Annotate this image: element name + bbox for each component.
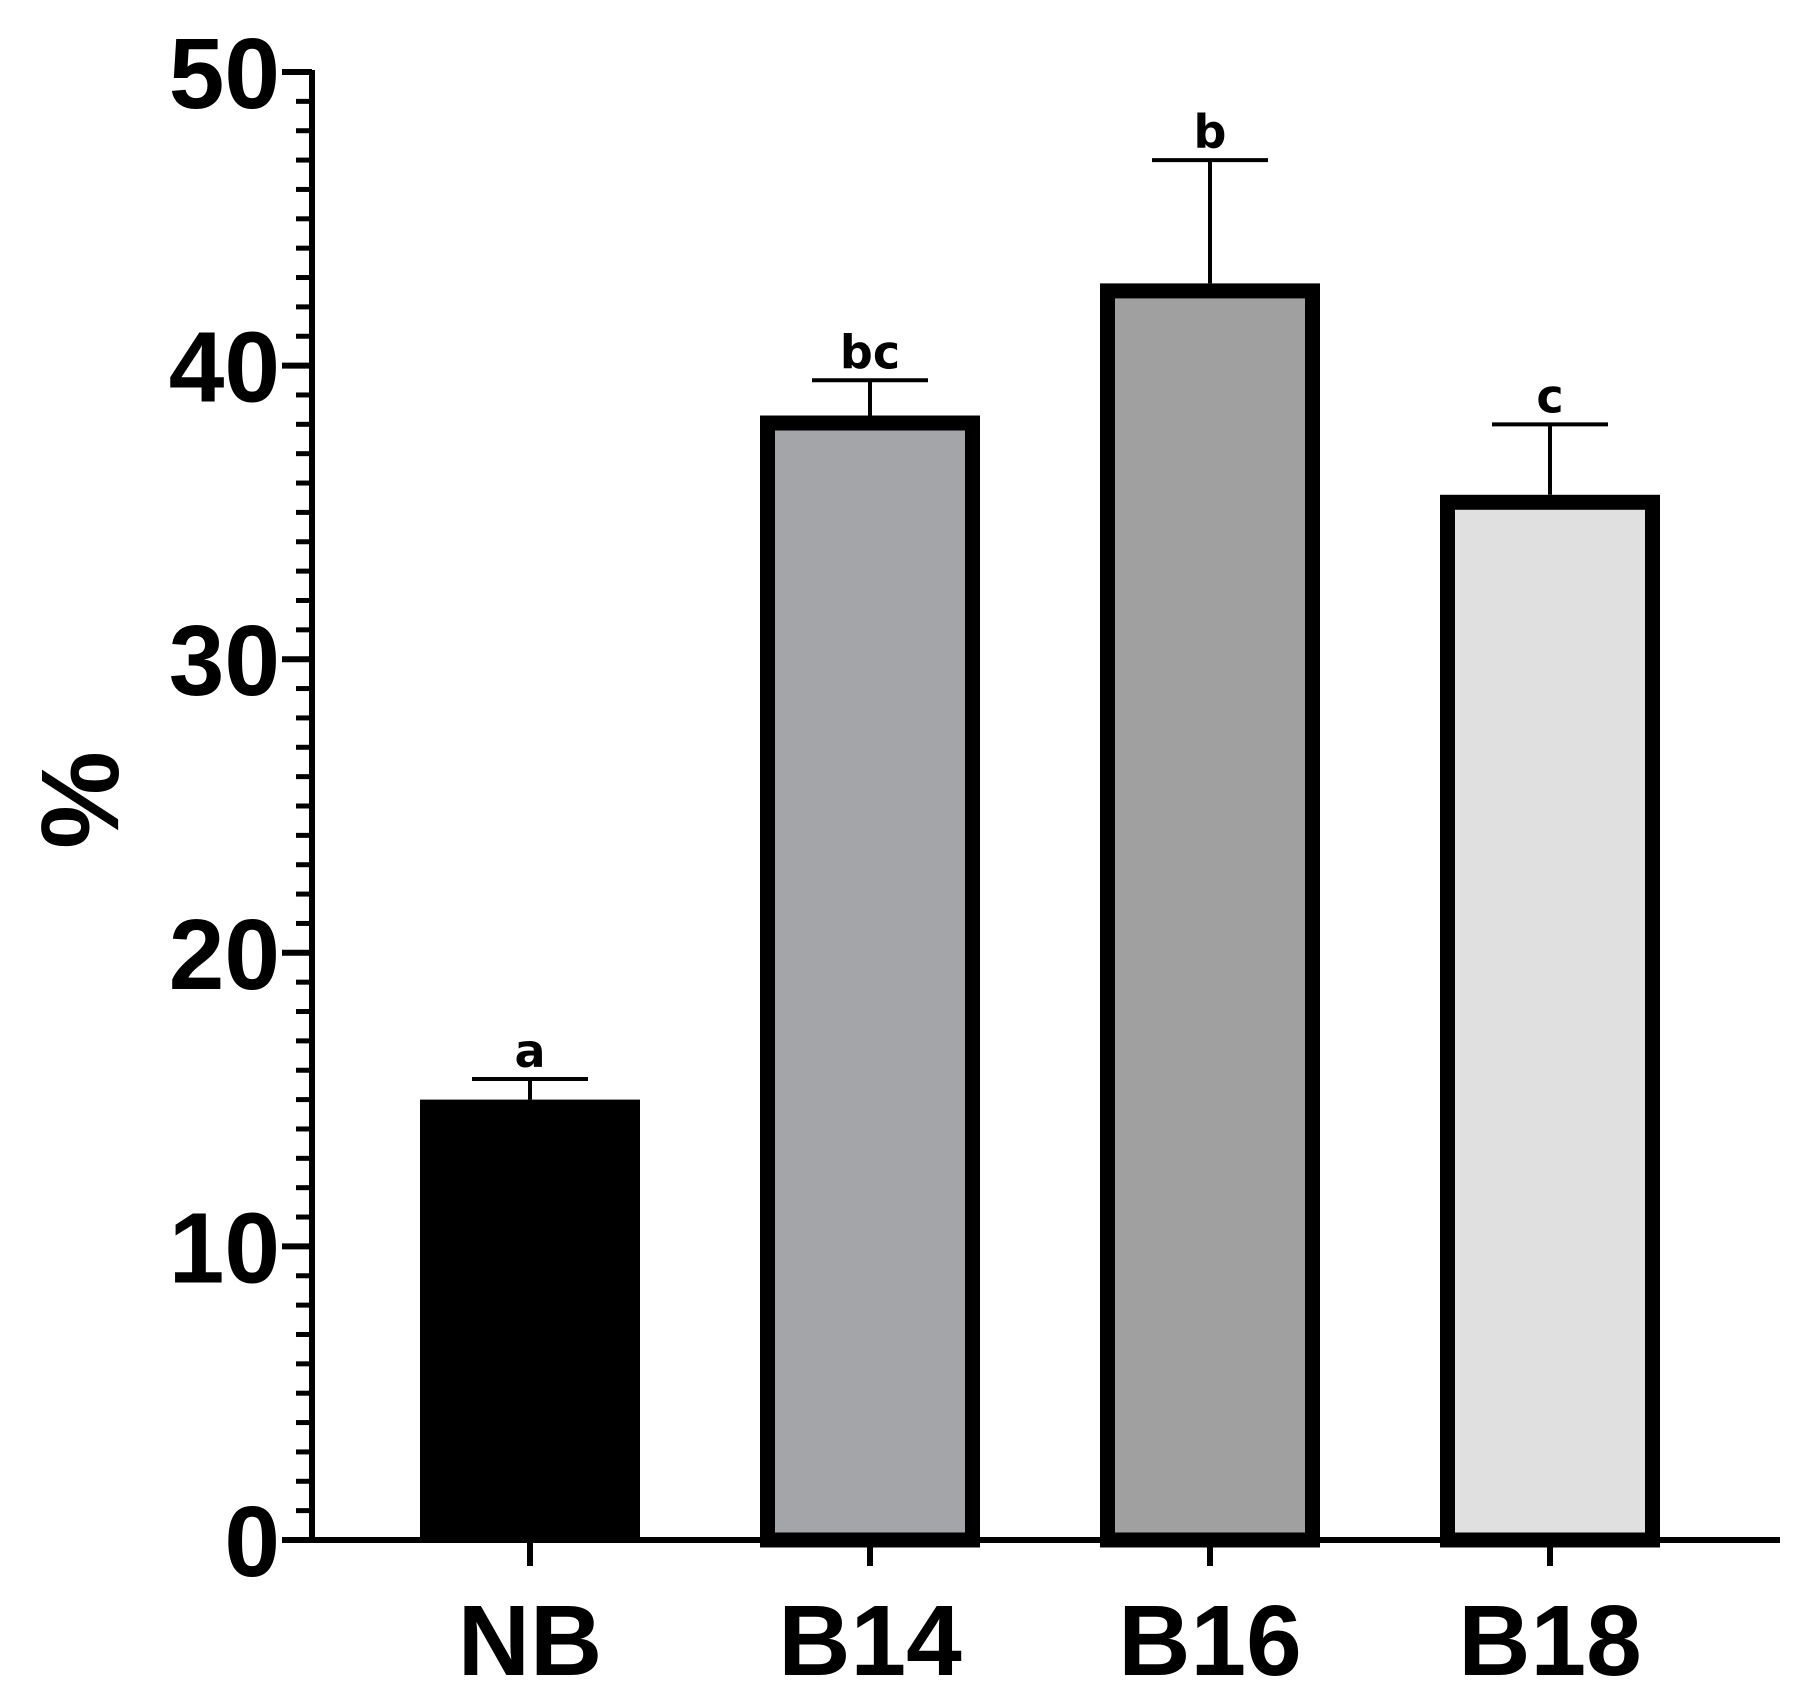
y-tick-label: 0 bbox=[224, 1486, 280, 1598]
y-tick-label: 10 bbox=[169, 1192, 280, 1304]
x-tick-label: B14 bbox=[778, 1585, 962, 1684]
x-tick-label: B18 bbox=[1458, 1585, 1641, 1684]
y-tick-label: 30 bbox=[169, 605, 280, 717]
significance-label: a bbox=[514, 1024, 545, 1078]
x-axis: NB B14 B16 B18 bbox=[309, 1537, 1780, 1684]
significance-label: c bbox=[1536, 369, 1563, 423]
bar bbox=[1440, 494, 1660, 1548]
significance-label: b bbox=[1194, 105, 1227, 159]
x-tick-label: NB bbox=[458, 1585, 602, 1684]
x-tick-label: B16 bbox=[1118, 1585, 1301, 1684]
bar bbox=[760, 415, 980, 1548]
significance-label: bc bbox=[840, 325, 900, 379]
y-axis-title: % bbox=[19, 751, 142, 849]
y-tick-label: 50 bbox=[169, 18, 280, 130]
y-axis: 0 10 20 30 40 50 bbox=[169, 18, 315, 1598]
y-tick-label: 40 bbox=[169, 312, 280, 424]
y-tick-label: 20 bbox=[169, 899, 280, 1011]
bar bbox=[420, 1099, 640, 1540]
bar bbox=[1100, 283, 1320, 1548]
